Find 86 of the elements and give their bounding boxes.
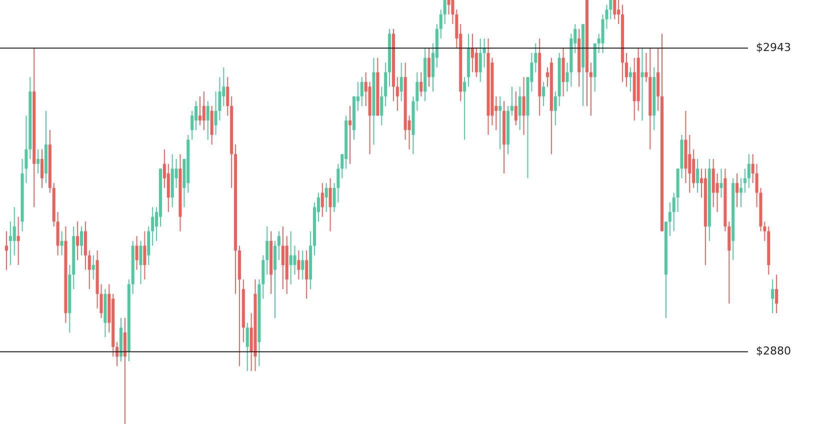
candlestick <box>80 226 84 256</box>
candlestick <box>478 38 482 82</box>
candlestick <box>439 9 442 40</box>
candlestick <box>640 48 644 121</box>
candlestick <box>297 250 300 280</box>
candlestick <box>151 206 154 246</box>
candlestick <box>624 52 628 88</box>
candlestick <box>747 154 750 188</box>
candlestick <box>672 192 676 232</box>
candlestick <box>246 322 249 372</box>
candlestick <box>301 250 304 280</box>
candlestick <box>336 163 340 203</box>
candlestick <box>135 236 138 270</box>
candlestick <box>428 48 431 88</box>
candlestick <box>736 172 739 208</box>
candlestick <box>277 230 280 261</box>
candlestick <box>463 76 466 140</box>
candlestick <box>206 100 210 140</box>
candlestick <box>743 168 746 194</box>
candlestick <box>534 42 538 73</box>
candlestick <box>36 148 40 174</box>
candlestick <box>305 250 308 300</box>
candlestick <box>348 106 352 164</box>
candlestick <box>40 148 44 188</box>
candlestick <box>522 76 526 136</box>
candlestick <box>12 206 16 256</box>
candlestick <box>775 274 778 314</box>
candlestick <box>644 52 648 82</box>
candlestick <box>416 72 419 112</box>
candlestick <box>360 76 364 106</box>
candlestick <box>617 0 620 25</box>
candlestick <box>226 76 230 116</box>
candlestick <box>8 221 12 266</box>
candlestick <box>332 182 336 212</box>
candlestick <box>696 158 700 194</box>
candlestick <box>281 226 284 290</box>
candlestick <box>498 96 502 150</box>
candlestick <box>202 91 206 131</box>
candlestick <box>100 284 103 318</box>
candlestick <box>628 66 632 92</box>
candlestick <box>380 86 384 126</box>
candlestick <box>510 86 514 116</box>
candlestick <box>320 182 324 218</box>
candlestick <box>613 0 616 20</box>
candlestick <box>739 178 742 208</box>
candlestick <box>668 202 672 237</box>
candlestick <box>76 221 80 261</box>
candlestick <box>289 230 292 285</box>
candlestick <box>514 91 518 126</box>
candlestick <box>474 48 478 78</box>
candlestick <box>190 110 194 140</box>
candlestick <box>194 100 198 131</box>
candlestick <box>143 230 146 280</box>
candlestick <box>328 178 332 232</box>
candlestick <box>609 0 612 20</box>
candlestick <box>400 62 403 102</box>
candlestick <box>60 230 64 256</box>
candlestick <box>266 226 269 276</box>
candlestick <box>688 134 692 194</box>
candlestick <box>589 62 592 116</box>
candlestick <box>751 154 754 184</box>
candlestick <box>482 38 486 68</box>
ref-line-label: $2880 <box>756 344 791 358</box>
candlestick <box>420 72 423 97</box>
candlestick <box>139 240 142 285</box>
candlestick <box>716 172 719 212</box>
candlestick <box>447 0 450 15</box>
candlestick <box>554 91 557 126</box>
candlestick <box>443 0 446 25</box>
candlestick <box>16 216 20 266</box>
candlestick <box>542 81 546 106</box>
candlestick <box>396 76 399 112</box>
candlestick <box>88 250 91 290</box>
candlestick <box>451 0 454 25</box>
candlestick <box>198 96 202 126</box>
candlestick <box>566 62 569 92</box>
ref-line-label: $2943 <box>756 41 791 54</box>
candlestick <box>4 230 8 270</box>
candlestick <box>92 254 95 280</box>
candlestick <box>470 33 474 73</box>
candlestick <box>293 245 296 276</box>
candlestick <box>763 221 766 242</box>
candlestick <box>720 168 723 198</box>
candlestick <box>324 182 328 212</box>
candlestick <box>518 86 522 131</box>
candlestick <box>771 278 774 314</box>
